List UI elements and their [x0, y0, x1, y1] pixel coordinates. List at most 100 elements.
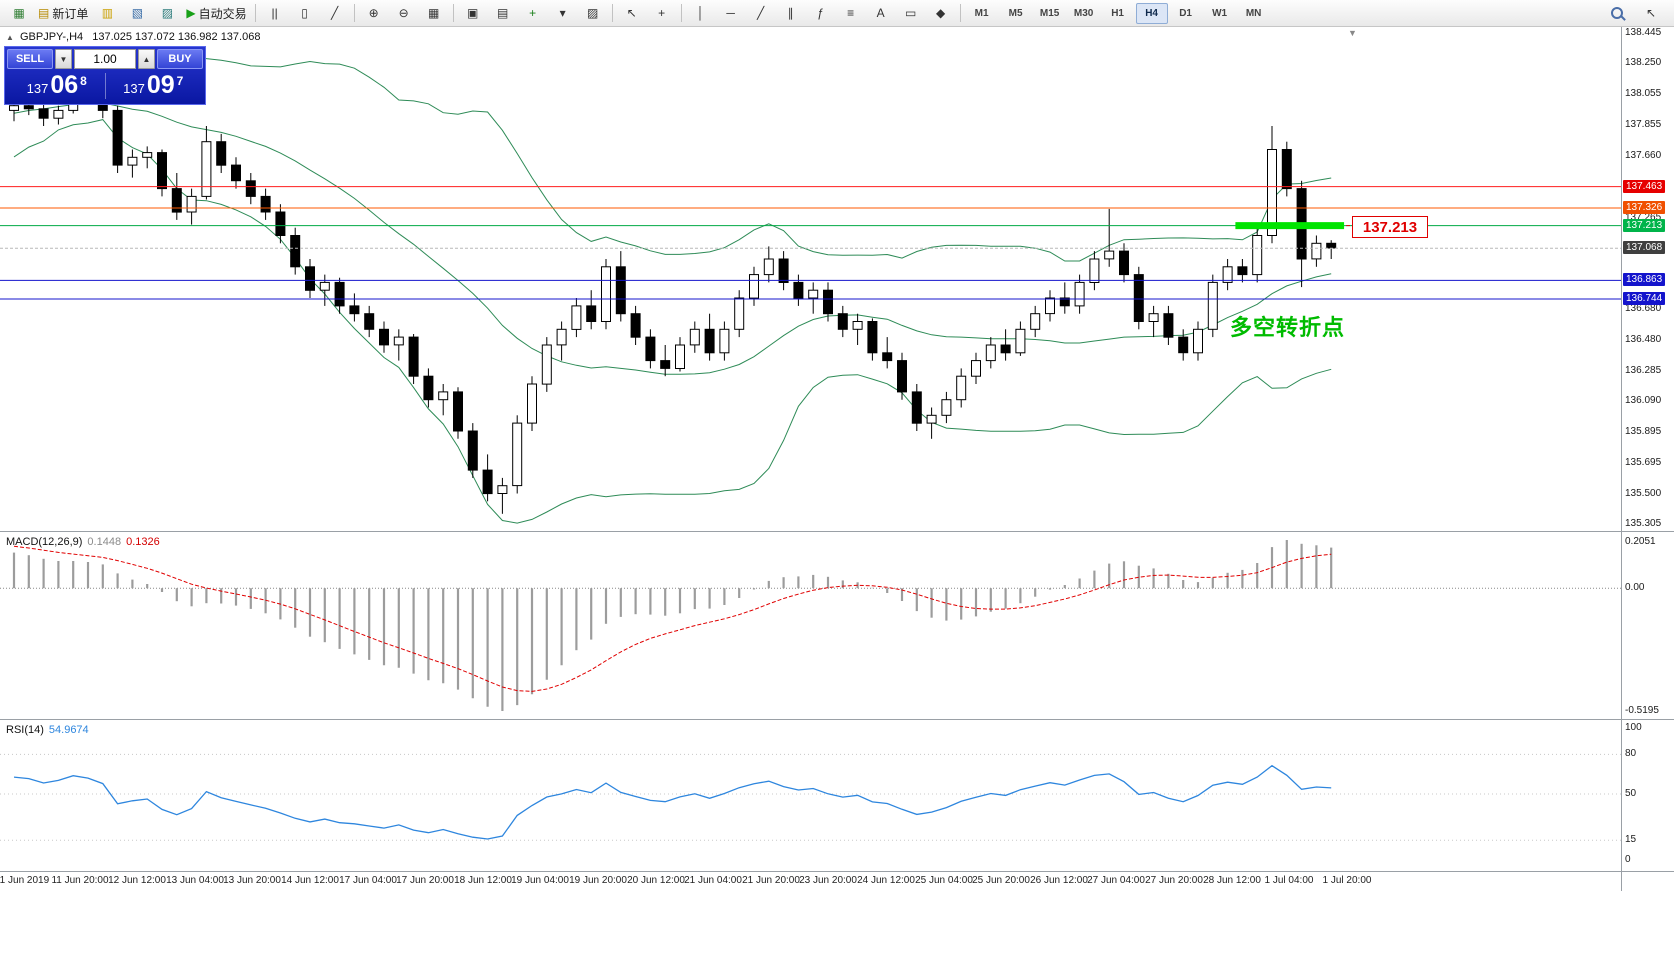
- candle: [882, 337, 893, 369]
- candle: [423, 368, 434, 408]
- price-axis[interactable]: 138.445 138.250 138.055 137.855 137.660 137.2…: [1623, 27, 1673, 891]
- time-axis-label: 1 Jul 04:00: [1264, 875, 1314, 886]
- price-tag-label[interactable]: 137.213: [1352, 216, 1428, 238]
- time-axis-label: 14 Jun 12:00: [281, 875, 339, 886]
- chart-marker-icon: ▲: [6, 33, 14, 42]
- macd-pane-divider[interactable]: [0, 531, 1674, 532]
- text-button-icon: A: [876, 6, 885, 20]
- cursor-button[interactable]: ↖: [617, 2, 647, 25]
- zoom-in-button[interactable]: ⊕: [359, 2, 389, 25]
- candlestick-chart-button-icon: ▯: [301, 6, 308, 20]
- timeframe-w1-button[interactable]: W1: [1212, 7, 1228, 19]
- candle: [1207, 274, 1218, 338]
- price-tick-label: 135.500: [1625, 488, 1662, 499]
- candle: [319, 274, 330, 306]
- market-watch-button[interactable]: ▥: [92, 2, 122, 25]
- candle: [837, 305, 848, 338]
- candle: [142, 146, 153, 169]
- candle: [53, 105, 64, 125]
- timeframe-m5-button[interactable]: M5: [1008, 7, 1023, 19]
- price-tick-label: 135.895: [1625, 426, 1662, 437]
- candle: [763, 246, 774, 283]
- rsi-axis-label: 50: [1625, 788, 1637, 799]
- candle: [749, 266, 759, 306]
- line-chart-button[interactable]: ╱: [320, 2, 350, 25]
- timeframe-h1-button[interactable]: H1: [1111, 7, 1124, 19]
- navigator-button[interactable]: ▨: [152, 2, 182, 25]
- pointer-button[interactable]: ↖: [1645, 6, 1657, 20]
- search-button[interactable]: [1602, 2, 1632, 25]
- candle: [689, 321, 700, 353]
- candle: [1178, 329, 1189, 361]
- buy-price-button[interactable]: 137 09 7: [106, 73, 202, 98]
- candle: [290, 227, 301, 275]
- time-axis-label: 25 Jun 20:00: [972, 875, 1030, 886]
- timeframe-m15-button[interactable]: M15: [1039, 7, 1060, 19]
- grid-button[interactable]: ▦: [419, 2, 449, 25]
- sell-price-button[interactable]: 137 06 8: [9, 73, 105, 98]
- grid-button-icon: ▦: [427, 6, 440, 20]
- candle: [38, 102, 49, 126]
- bar-chart-button[interactable]: ||: [260, 2, 290, 25]
- time-axis-label: 21 Jun 20:00: [742, 875, 800, 886]
- candle: [1104, 208, 1115, 267]
- horizontal-line-button[interactable]: ─: [716, 2, 746, 25]
- candle: [1193, 321, 1203, 361]
- candle: [364, 305, 375, 338]
- candle: [971, 352, 981, 384]
- time-axis-label: 11 Jun 2019: [0, 875, 50, 886]
- rsi-pane[interactable]: [0, 720, 1621, 871]
- timeframe-d1-button[interactable]: D1: [1179, 7, 1192, 19]
- candle: [615, 251, 626, 322]
- zoom-out-button[interactable]: ⊖: [389, 2, 419, 25]
- timeframe-h4-button[interactable]: H4: [1135, 2, 1168, 24]
- periods-button[interactable]: ▾: [548, 2, 578, 25]
- vertical-line-button[interactable]: │: [686, 2, 716, 25]
- arrows-dropdown-button[interactable]: ◆: [926, 2, 956, 25]
- candle: [497, 477, 508, 514]
- macd-pane[interactable]: [0, 532, 1621, 719]
- timeframe-m30-button[interactable]: M30: [1073, 7, 1094, 19]
- time-axis-label: 20 Jun 12:00: [627, 875, 685, 886]
- trendline-button[interactable]: ╱: [746, 2, 776, 25]
- new-order-button[interactable]: ▤ 新订单: [34, 2, 92, 25]
- data-window-button[interactable]: ▧: [122, 2, 152, 25]
- lines-stack-button[interactable]: ≡: [836, 2, 866, 25]
- chart-shift-marker-icon[interactable]: ▼: [1348, 28, 1357, 38]
- main-chart-pane[interactable]: [0, 27, 1621, 531]
- channel-button[interactable]: ∥: [776, 2, 806, 25]
- sell-button[interactable]: SELL: [7, 49, 53, 69]
- timeframe-mn-button[interactable]: MN: [1245, 7, 1262, 19]
- cascade-windows-button[interactable]: ▤: [488, 2, 518, 25]
- text-label-button[interactable]: ▭: [896, 2, 926, 25]
- macd-indicator-label: MACD(12,26,9) 0.1448 0.1326: [6, 536, 160, 548]
- crosshair-button[interactable]: +: [647, 2, 677, 25]
- time-axis[interactable]: 11 Jun 2019 11 Jun 20:00 12 Jun 12:00 13 Ju…: [0, 873, 1621, 891]
- time-axis-label: 1 Jul 20:00: [1322, 875, 1372, 886]
- lot-decrease-button[interactable]: ▼: [55, 49, 72, 69]
- fibonacci-button[interactable]: ƒ: [806, 2, 836, 25]
- indicators-button[interactable]: +: [518, 2, 548, 25]
- market-watch-button-icon: ▥: [101, 6, 114, 20]
- tile-windows-button[interactable]: ▣: [458, 2, 488, 25]
- candle: [586, 290, 597, 330]
- candlestick-chart-button[interactable]: ▯: [290, 2, 320, 25]
- macd-value: 0.1448: [87, 536, 122, 548]
- lot-size-input[interactable]: [74, 49, 136, 69]
- templates-button[interactable]: ▨: [578, 2, 608, 25]
- rsi-pane-divider[interactable]: [0, 719, 1674, 720]
- new-chart-button[interactable]: ▦: [4, 2, 34, 25]
- chart-annotation-text: 多空转折点: [1230, 315, 1346, 340]
- timeframe-m1-button[interactable]: M1: [974, 7, 989, 19]
- one-click-trading-panel: SELL ▼ ▲ BUY 137 06 8 137 09 7: [4, 46, 206, 105]
- auto-trading-button[interactable]: ▶ 自动交易: [182, 2, 250, 25]
- candle: [453, 387, 463, 439]
- lot-increase-button[interactable]: ▲: [138, 49, 155, 69]
- toolbar-separator: [959, 4, 961, 22]
- time-axis-label: 13 Jun 20:00: [223, 875, 281, 886]
- candle: [1015, 321, 1026, 356]
- buy-button[interactable]: BUY: [157, 49, 203, 69]
- time-axis-label: 11 Jun 20:00: [51, 875, 109, 886]
- current-price-label: 137.068: [1623, 241, 1666, 254]
- text-button[interactable]: A: [866, 2, 896, 25]
